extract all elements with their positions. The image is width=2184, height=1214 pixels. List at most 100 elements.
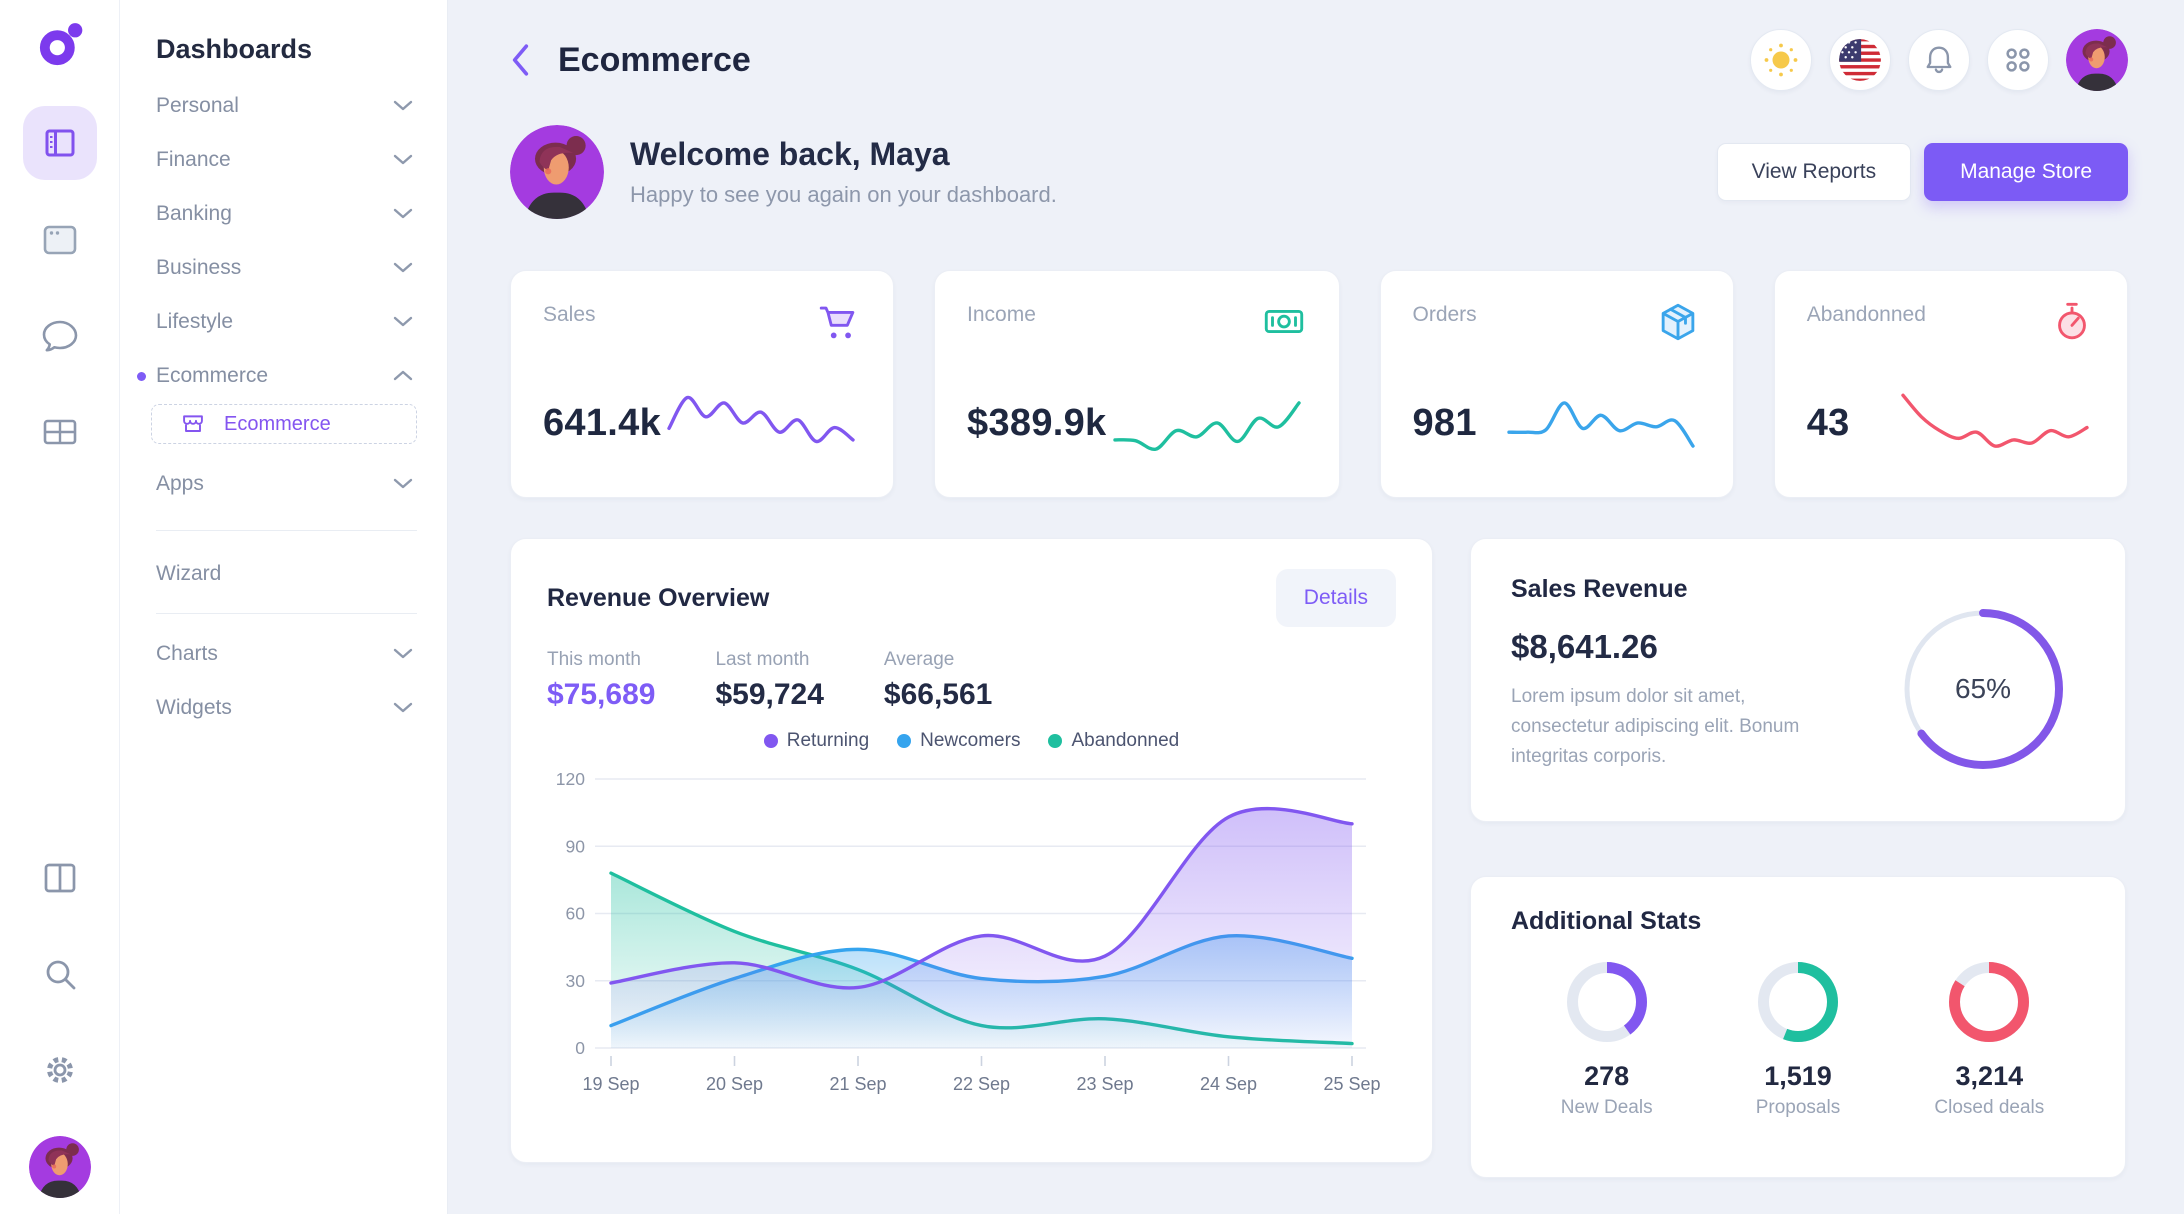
sidebar-title: Dashboards	[156, 34, 313, 64]
stat-card-abandonned[interactable]: Abandonned 43	[1773, 270, 2128, 498]
details-button[interactable]: Details	[1275, 569, 1396, 627]
legend-item-newcomers[interactable]: Newcomers	[897, 730, 1020, 752]
stat-label: New Deals	[1560, 1097, 1653, 1118]
us-flag-icon	[1839, 39, 1881, 81]
new-deals-donut	[1566, 962, 1647, 1042]
divider	[156, 613, 417, 614]
language-button[interactable]	[1829, 29, 1891, 91]
sidebar-item-business[interactable]: Business	[120, 241, 447, 295]
additional-stats-title: Additional Stats	[1511, 907, 1702, 935]
rail-item-messages[interactable]	[35, 311, 85, 361]
back-button[interactable]	[510, 43, 532, 77]
sidebar-item-apps[interactable]: Apps	[120, 457, 447, 511]
sidebar: Dashboards Personal Finance Banking Busi…	[120, 0, 448, 1214]
page-header: Ecommerce	[510, 28, 2128, 92]
sidebar-item-charts[interactable]: Charts	[120, 627, 447, 681]
sidebar-item-personal[interactable]: Personal	[120, 79, 447, 133]
sidebar-item-widgets[interactable]: Widgets	[120, 681, 447, 735]
chevron-down-icon	[393, 208, 413, 219]
revenue-area-chart: 0 30 60 90 120 19 Sep 20 Sep 21 Sep 22 Sep 23 Sep…	[556, 769, 1381, 1094]
theme-toggle-button[interactable]	[1750, 29, 1812, 91]
legend-item-returning[interactable]: Returning	[763, 730, 869, 752]
notifications-button[interactable]	[1908, 29, 1970, 91]
stat-value: 1,519	[1764, 1061, 1832, 1091]
svg-text:120: 120	[556, 769, 585, 789]
chart-legend: Returning Newcomers Abandonned	[547, 730, 1396, 752]
additional-stats-card: Additional Stats 278 New Deals 1,519 Pro…	[1470, 876, 2126, 1178]
rail-user-avatar[interactable]	[29, 1136, 91, 1198]
sidebar-item-lifestyle[interactable]: Lifestyle	[120, 295, 447, 349]
stat-value: 641.4k	[543, 402, 662, 444]
revenue-overview-card: Revenue Overview Details This month $75,…	[510, 538, 1433, 1163]
app-logo[interactable]	[35, 20, 85, 70]
stat-value: 43	[1806, 402, 1850, 444]
sidebar-item-ecommerce[interactable]: Ecommerce	[120, 349, 447, 403]
sidebar-layout-icon	[45, 129, 75, 157]
split-columns-icon	[44, 863, 76, 893]
stat-card-income[interactable]: Income $389.9k	[934, 270, 1340, 498]
svg-text:90: 90	[566, 836, 586, 856]
stat-label: This month	[547, 649, 641, 670]
chevron-down-icon	[393, 316, 413, 327]
chevron-down-icon	[393, 100, 413, 111]
sidebar-item-label: Finance	[156, 148, 231, 171]
sales-revenue-donut	[1903, 609, 2063, 769]
package-box-icon	[1661, 303, 1695, 341]
brand-logo-icon	[39, 23, 83, 66]
legend-label: Newcomers	[920, 730, 1021, 751]
apps-menu-button[interactable]	[1987, 29, 2049, 91]
rail-search-button[interactable]	[35, 949, 85, 999]
user-avatar[interactable]	[2066, 29, 2128, 91]
divider	[156, 530, 417, 531]
legend-item-abandonned[interactable]: Abandonned	[1048, 730, 1179, 752]
sidebar-subitem-ecommerce[interactable]: Ecommerce	[151, 404, 417, 444]
breadcrumb: Ecommerce	[510, 41, 751, 80]
chevron-down-icon	[393, 648, 413, 659]
avatar	[2066, 29, 2128, 91]
chevron-down-icon	[393, 478, 413, 489]
legend-dot	[1048, 734, 1063, 748]
svg-text:25 Sep: 25 Sep	[1323, 1074, 1380, 1094]
sales-sparkline	[667, 395, 855, 444]
sidebar-item-finance[interactable]: Finance	[120, 133, 447, 187]
rail-item-dashboards-active[interactable]	[23, 106, 97, 180]
main-content: Ecommerce	[448, 0, 2184, 1214]
sidebar-menu: Personal Finance Banking Business Lifest…	[120, 79, 447, 735]
closed-deals-donut	[1949, 962, 2030, 1042]
manage-store-button[interactable]: Manage Store	[1924, 143, 2128, 201]
chevron-up-icon	[393, 370, 413, 381]
sidebar-item-label: Lifestyle	[156, 310, 234, 333]
svg-text:30: 30	[566, 971, 586, 991]
stat-label: Closed deals	[1934, 1097, 2045, 1118]
view-reports-button[interactable]: View Reports	[1716, 143, 1912, 201]
stat-card-orders[interactable]: Orders 981	[1379, 270, 1734, 498]
search-icon	[46, 960, 76, 990]
stat-new-deals: 278 New Deals	[1511, 962, 1702, 1119]
apps-grid-icon	[2006, 48, 2030, 72]
rail-item-windows[interactable]	[35, 215, 85, 265]
rail-item-layout-columns[interactable]	[35, 853, 85, 903]
svg-text:0: 0	[575, 1038, 585, 1058]
sidebar-item-wizard[interactable]: Wizard	[120, 547, 447, 601]
rail-settings-button[interactable]	[35, 1045, 85, 1095]
sidebar-item-banking[interactable]: Banking	[120, 187, 447, 241]
svg-text:60: 60	[566, 904, 586, 924]
rail-item-tables[interactable]	[35, 407, 85, 457]
proposals-donut	[1757, 962, 1838, 1042]
stat-card-sales[interactable]: Sales 641.4k	[510, 270, 895, 498]
stat-cards-row: Sales 641.4k Income	[510, 270, 2128, 498]
revenue-overview-title: Revenue Overview	[547, 583, 770, 612]
table-grid-icon	[43, 419, 77, 445]
stat-value-average: $66,561	[883, 678, 993, 711]
stat-value-this-month: $75,689	[547, 678, 656, 711]
svg-text:19 Sep: 19 Sep	[582, 1074, 639, 1094]
welcome-title: Welcome back, Maya	[630, 136, 950, 172]
welcome-section: Welcome back, Maya Happy to see you agai…	[510, 125, 2128, 219]
bell-icon	[1926, 46, 1952, 74]
avatar	[29, 1136, 91, 1198]
stat-value-last-month: $59,724	[715, 678, 824, 711]
storefront-icon	[183, 415, 203, 432]
page-title: Ecommerce	[558, 40, 751, 79]
abandonned-sparkline	[1901, 393, 2089, 448]
stat-label: Last month	[715, 649, 810, 670]
